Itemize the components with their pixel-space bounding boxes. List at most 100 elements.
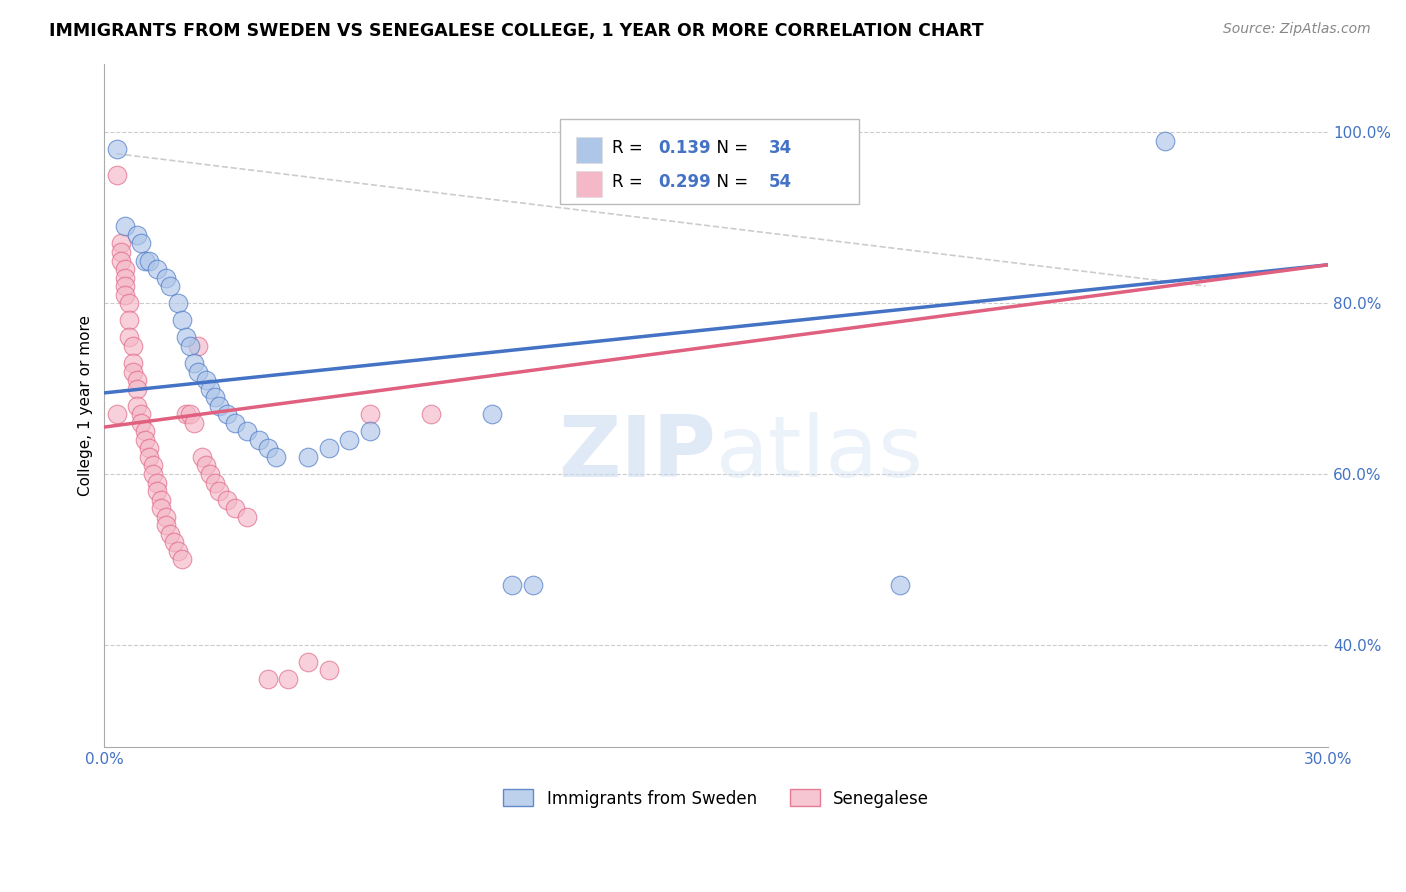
Point	[174, 330, 197, 344]
Point	[247, 433, 270, 447]
Point	[142, 467, 165, 481]
Point	[134, 433, 156, 447]
Point	[125, 382, 148, 396]
Point	[114, 270, 136, 285]
Point	[129, 416, 152, 430]
Point	[236, 425, 259, 439]
Point	[337, 433, 360, 447]
Text: 34: 34	[769, 139, 792, 157]
FancyBboxPatch shape	[575, 171, 602, 197]
Point	[224, 501, 246, 516]
Point	[236, 509, 259, 524]
Point	[114, 287, 136, 301]
Point	[142, 458, 165, 473]
Point	[297, 450, 319, 464]
Point	[114, 279, 136, 293]
Point	[105, 168, 128, 182]
Point	[179, 339, 201, 353]
Point	[359, 407, 381, 421]
Legend: Immigrants from Sweden, Senegalese: Immigrants from Sweden, Senegalese	[496, 782, 936, 814]
Point	[125, 373, 148, 387]
Point	[183, 356, 205, 370]
Point	[146, 262, 169, 277]
Point	[134, 425, 156, 439]
FancyBboxPatch shape	[560, 119, 859, 204]
Text: 0.299: 0.299	[659, 173, 711, 191]
Text: atlas: atlas	[716, 412, 924, 495]
Point	[166, 296, 188, 310]
Text: N =: N =	[706, 173, 754, 191]
Text: R =: R =	[612, 139, 648, 157]
Text: R =: R =	[612, 173, 648, 191]
Point	[110, 236, 132, 251]
Point	[134, 253, 156, 268]
Text: ZIP: ZIP	[558, 412, 716, 495]
Point	[159, 526, 181, 541]
Point	[138, 450, 160, 464]
Point	[105, 143, 128, 157]
Point	[215, 492, 238, 507]
Point	[318, 664, 340, 678]
Point	[125, 227, 148, 242]
Point	[155, 270, 177, 285]
Point	[114, 262, 136, 277]
Point	[163, 535, 186, 549]
Point	[419, 407, 441, 421]
Point	[207, 484, 229, 499]
Point	[110, 253, 132, 268]
Point	[359, 425, 381, 439]
Point	[187, 365, 209, 379]
Point	[170, 552, 193, 566]
Point	[187, 339, 209, 353]
Point	[174, 407, 197, 421]
Point	[204, 390, 226, 404]
Point	[207, 399, 229, 413]
Point	[150, 492, 173, 507]
Y-axis label: College, 1 year or more: College, 1 year or more	[79, 315, 93, 496]
Point	[179, 407, 201, 421]
FancyBboxPatch shape	[575, 137, 602, 163]
Point	[1154, 134, 1177, 148]
Point	[183, 416, 205, 430]
Point	[200, 467, 222, 481]
Point	[195, 458, 218, 473]
Point	[155, 509, 177, 524]
Point	[138, 253, 160, 268]
Point	[889, 578, 911, 592]
Point	[118, 313, 141, 327]
Text: Source: ZipAtlas.com: Source: ZipAtlas.com	[1223, 22, 1371, 37]
Point	[170, 313, 193, 327]
Point	[105, 407, 128, 421]
Point	[159, 279, 181, 293]
Point	[146, 484, 169, 499]
Point	[297, 655, 319, 669]
Point	[501, 578, 523, 592]
Point	[138, 442, 160, 456]
Point	[215, 407, 238, 421]
Point	[224, 416, 246, 430]
Point	[122, 339, 145, 353]
Point	[195, 373, 218, 387]
Text: 0.139: 0.139	[659, 139, 711, 157]
Point	[191, 450, 214, 464]
Point	[481, 407, 503, 421]
Point	[118, 330, 141, 344]
Point	[277, 672, 299, 686]
Point	[256, 442, 278, 456]
Text: 54: 54	[769, 173, 792, 191]
Point	[146, 475, 169, 490]
Point	[110, 244, 132, 259]
Point	[118, 296, 141, 310]
Point	[264, 450, 287, 464]
Point	[256, 672, 278, 686]
Point	[522, 578, 544, 592]
Point	[204, 475, 226, 490]
Point	[200, 382, 222, 396]
Point	[129, 236, 152, 251]
Text: IMMIGRANTS FROM SWEDEN VS SENEGALESE COLLEGE, 1 YEAR OR MORE CORRELATION CHART: IMMIGRANTS FROM SWEDEN VS SENEGALESE COL…	[49, 22, 984, 40]
Point	[125, 399, 148, 413]
Point	[318, 442, 340, 456]
Point	[122, 365, 145, 379]
Point	[122, 356, 145, 370]
Text: N =: N =	[706, 139, 754, 157]
